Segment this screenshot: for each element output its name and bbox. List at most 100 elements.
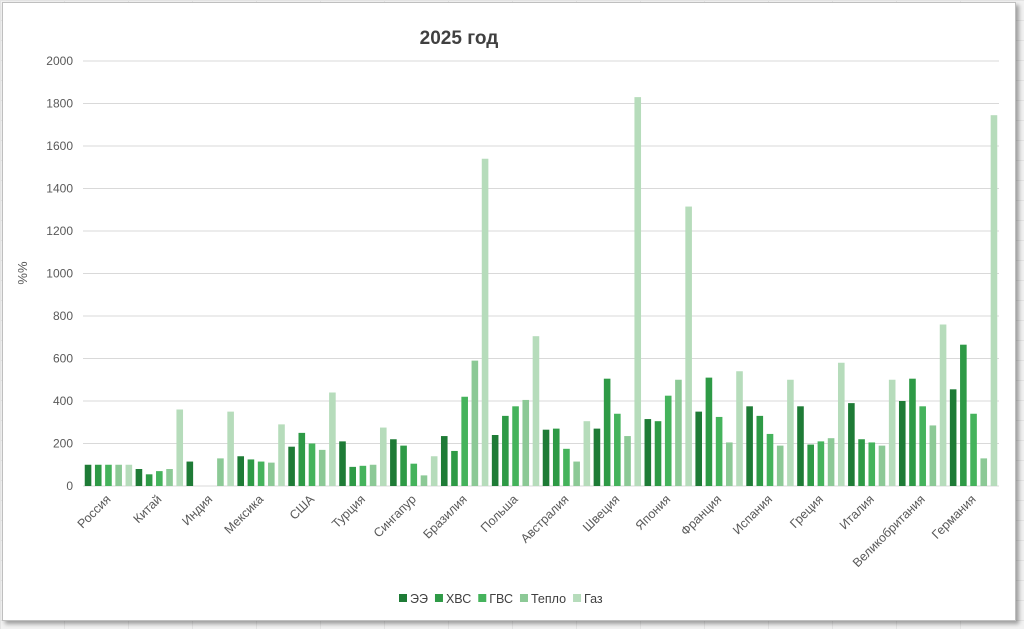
bar[interactable] [512, 406, 519, 486]
bar[interactable] [288, 446, 295, 486]
bar[interactable] [369, 464, 377, 486]
bar[interactable] [787, 379, 794, 486]
bar[interactable] [654, 421, 662, 486]
bar[interactable] [664, 395, 672, 486]
bar[interactable] [888, 379, 896, 486]
legend-label: ЭЭ [410, 592, 428, 606]
bar[interactable] [318, 449, 326, 486]
bar[interactable] [552, 428, 560, 486]
bar[interactable] [176, 409, 184, 487]
bar[interactable] [247, 459, 255, 486]
x-tick-label: Бразилия [420, 492, 469, 541]
bar[interactable] [909, 378, 916, 486]
bar[interactable] [837, 362, 845, 486]
bar[interactable] [695, 411, 703, 486]
bar[interactable] [563, 448, 570, 486]
bar[interactable] [868, 442, 876, 486]
x-tick-label: США [287, 492, 318, 523]
bar[interactable] [776, 445, 784, 486]
bar[interactable] [349, 466, 356, 486]
y-tick-label: 1000 [46, 267, 73, 281]
bar[interactable] [400, 445, 407, 486]
bar[interactable] [237, 456, 245, 486]
bar[interactable] [685, 206, 692, 486]
y-axis-ticks: 0 200 400 600 800 1000 1200 1400 1600 1800 2000 [46, 54, 73, 493]
bar[interactable] [614, 413, 621, 486]
bar[interactable] [166, 469, 173, 486]
bar[interactable] [746, 406, 753, 486]
bar[interactable] [257, 461, 265, 486]
y-tick-label: 2000 [46, 54, 73, 68]
bar[interactable] [451, 450, 458, 486]
bar[interactable] [827, 438, 835, 486]
bar[interactable] [481, 158, 489, 486]
bar-chart: 2025 год %% 0 200 400 600 800 1000 1200 1400 160… [15, 28, 999, 606]
legend[interactable]: ЭЭ ХВС ГВС Тепло Газ [399, 592, 603, 606]
bar[interactable] [949, 389, 957, 486]
bar[interactable] [644, 419, 652, 486]
bar[interactable] [217, 458, 224, 486]
bar[interactable] [359, 465, 367, 486]
bar[interactable] [736, 371, 743, 486]
bar[interactable] [939, 324, 947, 487]
bar[interactable] [807, 444, 814, 486]
bar[interactable] [583, 421, 591, 486]
bar[interactable] [766, 433, 774, 486]
bar[interactable] [339, 441, 346, 486]
bar[interactable] [491, 435, 499, 486]
bar[interactable] [410, 463, 418, 486]
bar[interactable] [135, 469, 143, 486]
bar[interactable] [379, 427, 387, 486]
bar[interactable] [634, 97, 642, 486]
bar[interactable] [878, 445, 886, 486]
bar[interactable] [278, 424, 285, 486]
bar[interactable] [858, 439, 865, 486]
bar[interactable] [573, 461, 580, 486]
bar[interactable] [329, 392, 336, 487]
bar[interactable] [898, 401, 906, 486]
bar[interactable] [756, 415, 764, 486]
bar[interactable] [440, 436, 448, 486]
bar[interactable] [125, 464, 133, 486]
bar[interactable] [542, 429, 550, 486]
bar[interactable] [430, 456, 438, 486]
bar[interactable] [715, 416, 723, 486]
x-tick-label: Япония [633, 492, 674, 533]
bar[interactable] [726, 442, 733, 486]
bar[interactable] [980, 458, 988, 486]
bar[interactable] [817, 441, 825, 486]
bar[interactable] [105, 464, 112, 486]
bar[interactable] [94, 464, 102, 486]
bar[interactable] [522, 399, 530, 486]
bar[interactable] [919, 406, 926, 486]
bar[interactable] [227, 411, 234, 486]
bar[interactable] [298, 432, 306, 486]
bar[interactable] [420, 475, 428, 486]
bar[interactable] [705, 377, 713, 486]
bar[interactable] [502, 415, 509, 486]
bar[interactable] [461, 396, 468, 486]
bar[interactable] [970, 413, 977, 486]
bar[interactable] [390, 439, 397, 486]
bar[interactable] [186, 461, 194, 486]
chart-area[interactable]: 2025 год %% 0 200 400 600 800 1000 1200 1400 160… [2, 2, 1016, 621]
bar[interactable] [960, 344, 967, 486]
bar[interactable] [84, 464, 92, 486]
bar[interactable] [603, 378, 611, 486]
bar[interactable] [593, 428, 601, 486]
bar[interactable] [308, 443, 316, 487]
bar[interactable] [115, 464, 122, 486]
bar[interactable] [145, 474, 153, 486]
bar[interactable] [990, 115, 998, 486]
bar[interactable] [929, 425, 937, 486]
chart-title: 2025 год [420, 28, 499, 49]
bar[interactable] [156, 471, 163, 486]
bar[interactable] [797, 406, 804, 486]
bar[interactable] [848, 403, 855, 486]
bar[interactable] [675, 379, 682, 486]
bar[interactable] [268, 462, 275, 486]
bar[interactable] [471, 360, 479, 486]
bar[interactable] [532, 336, 540, 486]
legend-label: ГВС [489, 592, 513, 606]
bar[interactable] [624, 436, 631, 486]
